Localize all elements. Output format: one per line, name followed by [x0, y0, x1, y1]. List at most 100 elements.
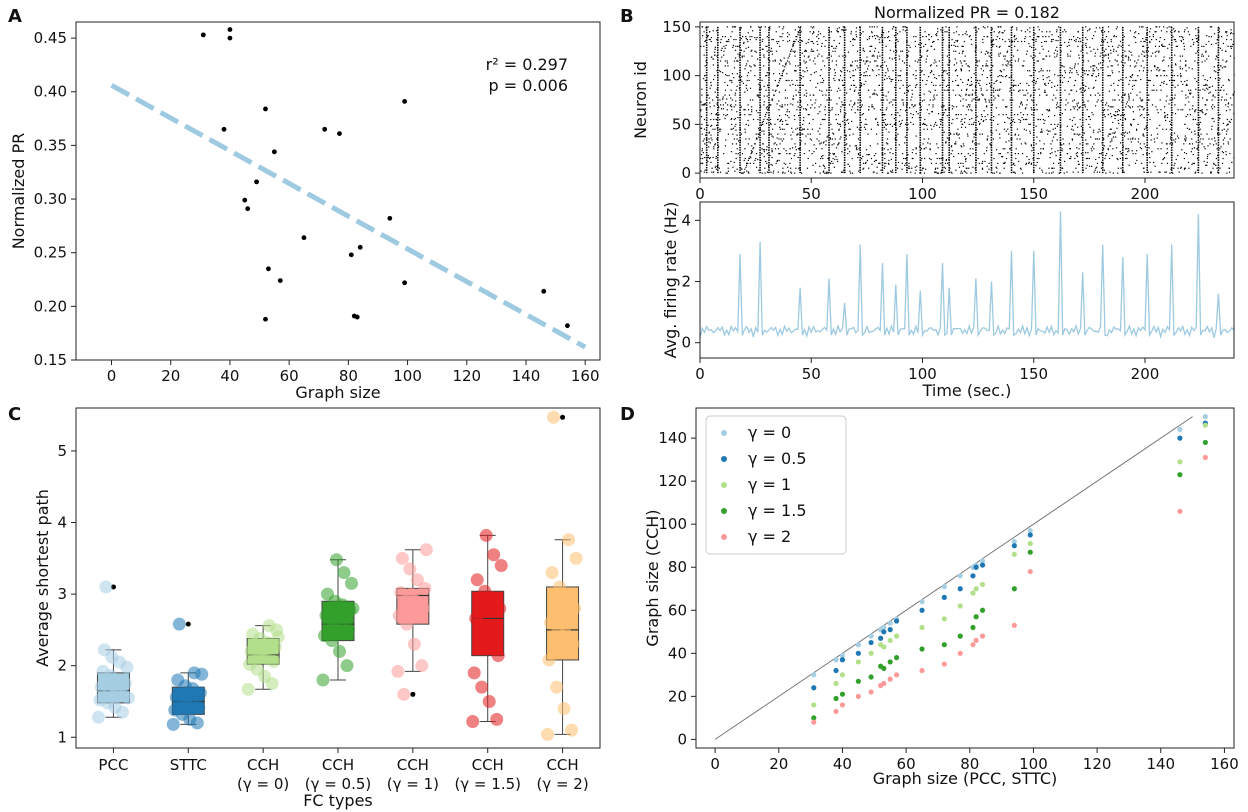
b-spike — [1099, 171, 1101, 173]
b-spike — [1143, 45, 1145, 47]
b1-x-tick-label: 50 — [802, 185, 821, 203]
b-spike — [988, 162, 990, 164]
b-spike — [1099, 27, 1101, 29]
b-spike — [839, 75, 842, 77]
b-spike — [1184, 104, 1186, 106]
b-spike — [979, 79, 981, 82]
b-spike — [928, 157, 931, 160]
b-spike — [1166, 148, 1168, 150]
b-spike — [1035, 48, 1037, 50]
b-spike — [968, 167, 970, 169]
b-spike — [930, 45, 933, 47]
chart-d: 0 20 40 60 80 100 120 140 160020406080100120140G… — [643, 407, 1239, 788]
b-spike — [1210, 106, 1213, 108]
b-spike — [840, 71, 843, 73]
b-spike — [1039, 52, 1041, 54]
b-spike — [748, 172, 750, 174]
b-spike — [1161, 43, 1163, 46]
b-spike — [720, 108, 723, 110]
b-spike — [1161, 44, 1163, 46]
b-spike — [1004, 76, 1007, 78]
d-data-point — [919, 667, 925, 674]
b-spike — [1123, 171, 1125, 173]
b-spike — [904, 142, 906, 144]
b-spike — [979, 84, 981, 86]
b-spike — [1122, 170, 1124, 172]
b-spike — [984, 27, 986, 29]
b-spike — [1174, 86, 1176, 88]
b-spike — [808, 150, 810, 152]
b-spike — [710, 118, 712, 121]
b-spike — [896, 38, 898, 41]
b-spike — [922, 36, 924, 38]
b-spike — [797, 31, 799, 33]
b-spike — [746, 75, 749, 77]
b-spike — [903, 26, 905, 28]
b-spike — [864, 128, 867, 130]
b-spike — [953, 155, 955, 158]
b-spike — [897, 40, 899, 43]
b-spike — [811, 33, 814, 35]
b-spike — [842, 120, 844, 123]
b-spike — [714, 166, 716, 168]
b-spike — [788, 34, 790, 36]
b-spike — [812, 118, 814, 121]
b-spike — [725, 40, 728, 43]
b-spike — [991, 28, 993, 30]
b-spike — [1047, 130, 1050, 132]
b-spike — [857, 67, 859, 69]
b-spike — [1104, 38, 1106, 41]
d-data-point — [868, 650, 874, 656]
b-spike — [1027, 70, 1029, 72]
b-spike — [743, 41, 745, 44]
b-spike — [960, 126, 963, 128]
d-data-point — [855, 642, 861, 648]
b-spike — [947, 84, 949, 86]
b-spike — [1190, 89, 1192, 91]
b-spike — [879, 41, 881, 44]
b-spike — [763, 151, 765, 153]
b-spike — [997, 123, 999, 125]
d-data-point — [855, 678, 861, 684]
b-spike — [726, 114, 728, 116]
b-spike — [1194, 130, 1196, 132]
d-data-point — [893, 633, 900, 639]
b-spike — [726, 98, 728, 100]
b-spike — [888, 76, 890, 78]
b-spike — [1043, 91, 1046, 93]
b-spike — [1085, 152, 1087, 154]
b-spike — [945, 26, 947, 28]
b-spike — [1143, 40, 1145, 43]
d-x-tick-label: 80 — [960, 755, 979, 773]
c-data-point — [247, 637, 261, 651]
b-spike — [1103, 60, 1105, 62]
b-spike — [945, 85, 948, 87]
b-spike — [1029, 27, 1031, 29]
b-spike — [810, 48, 813, 50]
b-spike — [822, 142, 825, 144]
b-spike — [709, 106, 711, 108]
b-spike — [1192, 43, 1195, 46]
b-spike — [780, 75, 782, 77]
b-spike — [801, 106, 803, 108]
b-spike — [890, 148, 892, 150]
b-spike — [805, 95, 808, 97]
b-spike — [1151, 52, 1154, 54]
b-spike — [1064, 109, 1066, 111]
b-spike — [731, 109, 733, 111]
b-spike — [855, 34, 857, 36]
b-spike — [1100, 52, 1102, 54]
b-spike — [794, 29, 797, 31]
b-spike — [917, 113, 919, 115]
c-data-point — [569, 551, 583, 565]
b-spike — [874, 89, 876, 91]
b-spike — [718, 128, 721, 130]
b-spike — [970, 80, 973, 83]
b-spike — [779, 153, 781, 155]
b-spike — [1030, 145, 1032, 147]
b-spike — [1051, 81, 1053, 84]
b-spike — [807, 114, 809, 116]
b-spike — [1017, 40, 1019, 43]
b-spike — [1101, 31, 1103, 33]
b-spike — [885, 142, 888, 144]
